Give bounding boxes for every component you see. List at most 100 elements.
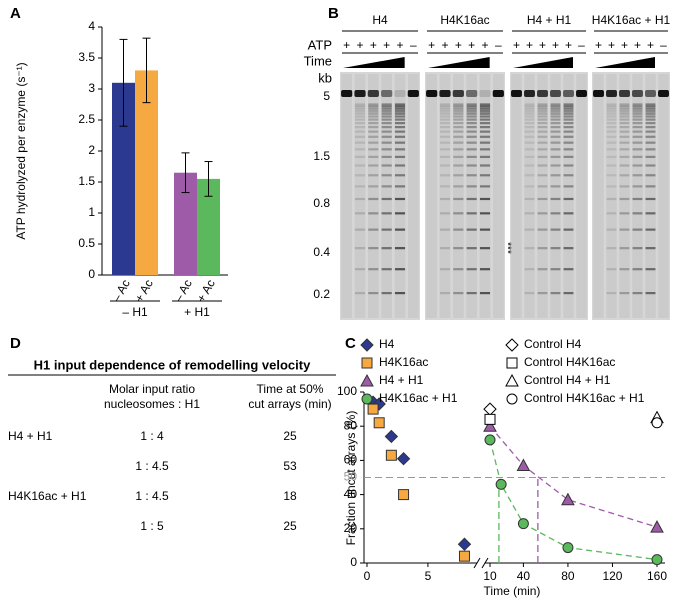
gel-band (606, 104, 617, 107)
gel-band (439, 268, 451, 271)
gel-band (619, 104, 630, 107)
gel-band (606, 112, 617, 115)
gel-band (606, 155, 617, 158)
gel-band (524, 212, 535, 215)
gel-band (381, 164, 392, 167)
gel-band (537, 108, 548, 111)
gel-band (550, 108, 561, 111)
gel-band (439, 112, 451, 115)
table-cell: 25 (283, 429, 297, 443)
gel-band (368, 112, 379, 115)
table-cell: 1 : 4.5 (135, 489, 169, 503)
gel-band (524, 108, 535, 111)
gel-band (563, 185, 574, 188)
gel-separator (420, 72, 425, 320)
gel-band (381, 118, 392, 121)
gel-band (479, 104, 491, 107)
gel-band (606, 164, 617, 167)
y-tick-label: 80 (344, 418, 358, 432)
gel-band (452, 90, 464, 97)
gel-band (537, 185, 548, 188)
error-bar (204, 161, 213, 197)
gel-band (606, 103, 617, 106)
gel-band (381, 247, 392, 250)
legend-label: H4K16ac (379, 355, 428, 369)
gel-band (524, 292, 535, 295)
gel-band (466, 185, 477, 188)
gel-band (645, 185, 656, 188)
gel-band (537, 112, 548, 115)
reference-label: 50 (344, 470, 358, 484)
gel-band (354, 115, 366, 118)
gel-band (606, 108, 617, 111)
gel-band (466, 268, 477, 271)
gel-band (354, 112, 366, 115)
gel-band (563, 228, 574, 231)
gel-band (563, 126, 574, 129)
x-tick-label: 80 (561, 569, 575, 583)
gel-lane (537, 74, 548, 318)
gel-band (645, 112, 656, 115)
gel-band (381, 126, 392, 129)
gel-band (563, 155, 574, 158)
gel-lane (426, 74, 437, 318)
lane-group-label: H4 + H1 (527, 13, 572, 27)
gel-band (550, 247, 561, 250)
gel-band (537, 268, 548, 271)
band-annotation: *** (501, 242, 512, 254)
gel-band (453, 126, 464, 129)
time-wedge (595, 57, 655, 68)
group-label: + H1 (184, 305, 210, 319)
atp-sign: – (578, 38, 585, 52)
gel-band (479, 197, 491, 201)
gel-band (606, 118, 617, 121)
gel-band (606, 268, 617, 271)
gel-band (524, 103, 535, 106)
gel-band (550, 135, 561, 138)
gel-band (381, 90, 393, 97)
gel-band (479, 148, 491, 151)
gel-band (466, 112, 477, 115)
gel-band (632, 212, 643, 215)
gel-band (354, 155, 366, 158)
gel-band (550, 122, 561, 125)
gel-band (479, 292, 491, 295)
atp-sign: + (526, 38, 533, 52)
marker (458, 550, 470, 562)
gel-band (466, 108, 477, 111)
gel-band (550, 185, 561, 188)
atp-sign: + (455, 38, 462, 52)
gel-band (632, 148, 643, 151)
gel-band (563, 148, 574, 151)
gel-separator (588, 72, 592, 320)
gel-band (479, 135, 491, 138)
gel-band (394, 174, 406, 177)
gel-band (563, 135, 574, 138)
size-marker: 5 (323, 89, 330, 103)
gel-band (479, 118, 491, 121)
gel-band (439, 247, 451, 250)
x-tick-label: 10 (483, 569, 497, 583)
gel-band (550, 212, 561, 215)
gel-band (368, 197, 379, 201)
gel-band (537, 106, 548, 109)
gel-band (479, 103, 491, 106)
gel-band (453, 141, 464, 144)
table-title: H1 input dependence of remodelling veloc… (34, 357, 311, 372)
gel-band (466, 212, 477, 215)
gel-band (368, 115, 379, 118)
gel-band (550, 104, 561, 107)
gel-band (645, 228, 656, 231)
marker (495, 478, 507, 490)
atp-sign: + (647, 38, 654, 52)
gel-band (453, 110, 464, 113)
gel-band (439, 104, 451, 107)
gel-band (381, 115, 392, 118)
gel-band (645, 247, 656, 250)
gel-band (524, 185, 535, 188)
marker (367, 403, 379, 415)
gel-band (537, 103, 548, 106)
gel-band (563, 174, 574, 177)
gel-band (632, 104, 643, 107)
bar (174, 172, 197, 275)
